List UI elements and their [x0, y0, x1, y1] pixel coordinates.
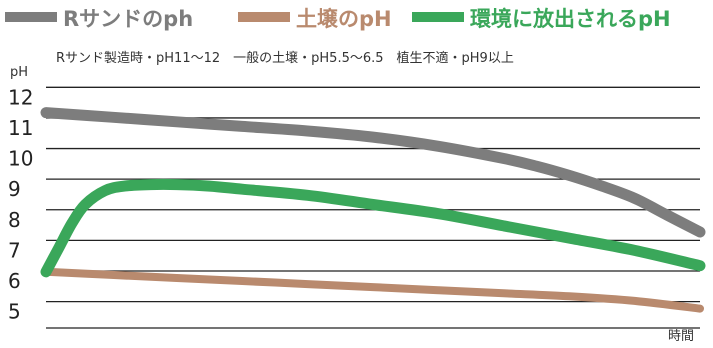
y-tick-label-9: 9 [8, 177, 21, 201]
y-tick-labels: 12 11 10 9 8 7 6 5 [8, 85, 33, 323]
y-tick-label-8: 8 [8, 208, 21, 232]
y-axis-unit: pH [10, 65, 28, 80]
y-tick-label-7: 7 [8, 238, 21, 262]
y-tick-label-11: 11 [8, 116, 33, 140]
chart-note: Rサンド製造時・pH11～12 一般の土壌・pH5.5～6.5 植生不適・pH9… [56, 50, 514, 66]
y-tick-label-5: 5 [8, 300, 21, 324]
legend-label-rsand: Rサンドのph [63, 7, 193, 31]
series-line-1 [42, 267, 704, 313]
legend-swatch-env [412, 12, 464, 22]
legend-label-soil: 土壌のpH [296, 7, 392, 31]
y-tick-label-10: 10 [8, 147, 33, 171]
series-line-2 [40, 178, 706, 278]
y-tick-label-12: 12 [8, 85, 33, 109]
legend-swatch-rsand [5, 12, 57, 22]
legend-swatch-soil [238, 12, 290, 22]
legend-label-env: 環境に放出されるpH [470, 7, 671, 31]
series-lines [40, 107, 706, 313]
y-tick-label-6: 6 [8, 269, 21, 293]
x-axis-label: 時間 [668, 329, 694, 344]
legend: Rサンドのph 土壌のpH 環境に放出されるpH [5, 7, 671, 31]
series-line-0 [40, 107, 706, 238]
